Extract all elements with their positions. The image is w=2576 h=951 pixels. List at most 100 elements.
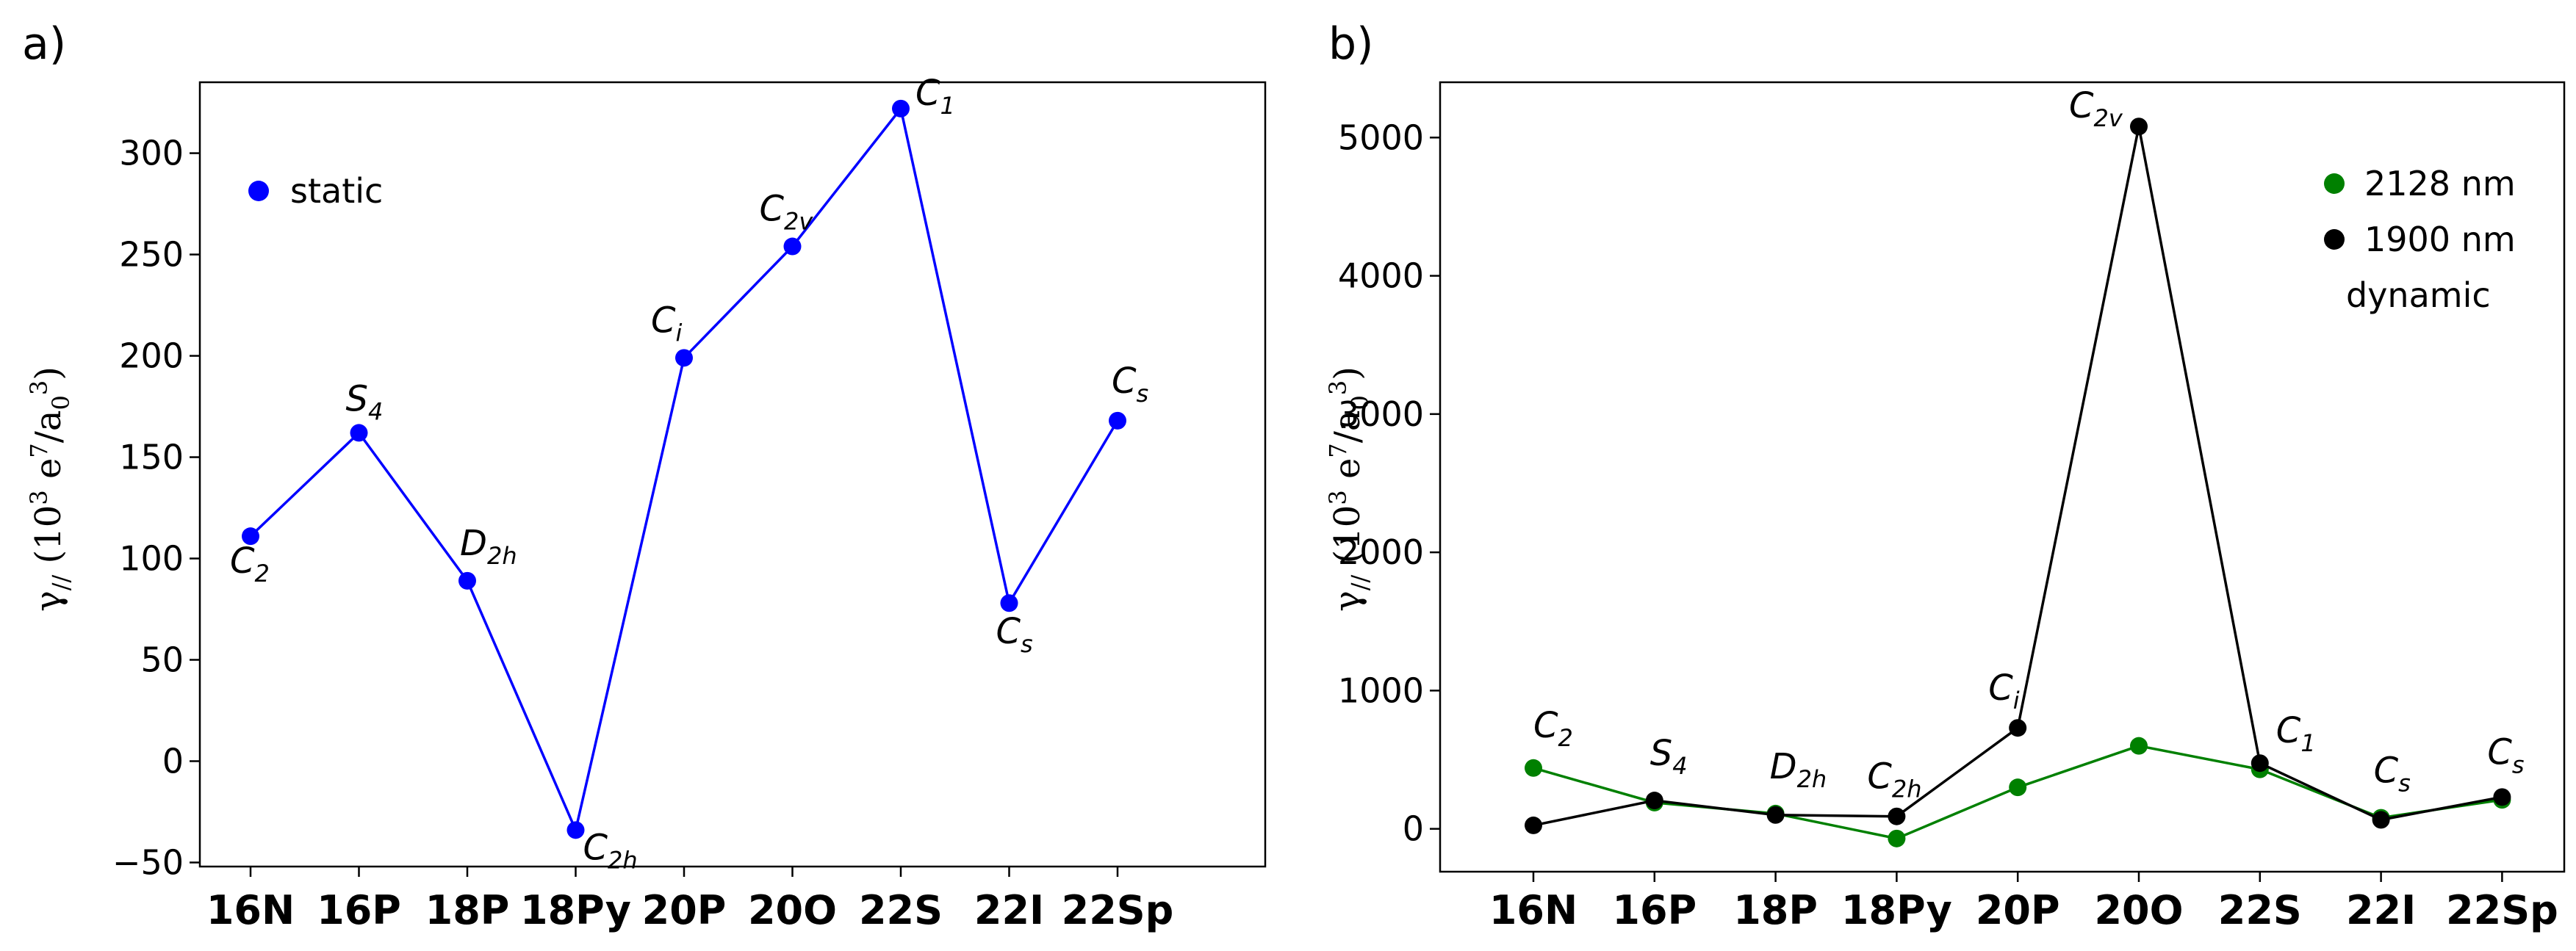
panel-a-ylabel-unit: /a bbox=[28, 410, 69, 443]
panel-b: b) 0 1000 2000 3000 4000 5000 16N 16P 18P 18Py 20… bbox=[1324, 18, 2566, 933]
point-group-label-22Sp: Cs bbox=[2487, 731, 2524, 778]
legend-marker-1900nm bbox=[2324, 229, 2345, 250]
data-point-1900-nm-18Py bbox=[1888, 807, 1906, 825]
panel-a-plot-frame bbox=[198, 81, 1267, 868]
ytick-label: 100 bbox=[119, 539, 184, 579]
xtick-label-22I: 22I bbox=[2346, 887, 2416, 933]
point-group-label-18P: D2h bbox=[1770, 746, 1827, 793]
point-group-label-18Py: C2h bbox=[1867, 756, 1921, 803]
data-point-1900-nm-20O bbox=[2130, 117, 2148, 136]
data-point-1900-nm-16N bbox=[1525, 816, 1542, 834]
ytick-label: −50 bbox=[112, 842, 184, 882]
point-group-label-22Sp: Cs bbox=[1112, 361, 1148, 408]
data-point-static-20O bbox=[783, 237, 802, 256]
legend-label-2128nm: 2128 nm bbox=[2364, 164, 2516, 203]
panel-b-ylabel-exp1: 3 bbox=[1324, 490, 1352, 505]
point-group-label-16N: C2 bbox=[230, 540, 270, 587]
ytick-label: 3000 bbox=[1338, 394, 1424, 434]
xtick-label-20P: 20P bbox=[642, 887, 727, 933]
ytick-label: 200 bbox=[119, 336, 184, 376]
ytick-label: 0 bbox=[1403, 809, 1424, 849]
ytick-label: 250 bbox=[119, 235, 184, 275]
ytick-label: 50 bbox=[140, 640, 184, 680]
point-group-label-16P: S4 bbox=[346, 378, 384, 425]
xtick-label-16P: 16P bbox=[317, 887, 401, 933]
panel-a-ylabel-sub: // bbox=[47, 575, 75, 591]
point-group-label-20P: Ci bbox=[1988, 668, 2020, 715]
ytick-label: 300 bbox=[119, 134, 184, 173]
legend-label-1900nm: 1900 nm bbox=[2364, 220, 2516, 259]
point-group-label-20P: Ci bbox=[651, 300, 683, 347]
data-point-static-22I bbox=[1000, 594, 1018, 612]
svg-text:γ// (103 e7/a03): γ// (103 e7/a03) bbox=[25, 366, 75, 612]
panel-a-ylabel-open: (10 bbox=[28, 505, 69, 575]
xtick-label-22I: 22I bbox=[974, 887, 1044, 933]
data-point-1900-nm-20P bbox=[2009, 719, 2027, 737]
panel-b-ylabel-sub2: 0 bbox=[1346, 395, 1374, 410]
point-group-label-22S: C1 bbox=[915, 73, 955, 120]
point-group-label-16P: S4 bbox=[1650, 733, 1688, 780]
data-point-2128-nm-18Py bbox=[1888, 829, 1906, 847]
data-point-1900-nm-22S bbox=[2251, 754, 2269, 773]
data-point-1900-nm-22I bbox=[2372, 811, 2390, 829]
panel-a-ylabel-exp3: 3 bbox=[25, 380, 53, 395]
point-group-label-22I: Cs bbox=[996, 611, 1033, 658]
legend-label-static: static bbox=[290, 171, 383, 211]
xtick-label-16P: 16P bbox=[1612, 887, 1697, 933]
data-point-static-16N bbox=[242, 527, 259, 546]
panel-b-ylabel-exp3: 3 bbox=[1324, 380, 1352, 395]
data-point-1900-nm-16P bbox=[1645, 792, 1663, 810]
data-point-2128-nm-16N bbox=[1525, 759, 1542, 777]
data-point-static-16P bbox=[350, 424, 368, 442]
xtick-label-22S: 22S bbox=[859, 887, 943, 933]
panel-a-ylabel-close: ) bbox=[28, 366, 69, 380]
point-group-label-16N: C2 bbox=[1533, 705, 1573, 752]
point-group-label-18P: D2h bbox=[460, 523, 517, 570]
data-point-static-22S bbox=[892, 99, 910, 117]
point-group-label-22S: C1 bbox=[2276, 710, 2316, 757]
panel-b-ylabel-mid: e bbox=[1327, 458, 1368, 491]
panel-b-ylabel-open: (10 bbox=[1327, 505, 1368, 575]
panel-b-ylabel-gamma: γ bbox=[1327, 590, 1368, 612]
panel-a-ylabel-mid: e bbox=[28, 458, 69, 491]
xtick-label-16N: 16N bbox=[1489, 887, 1577, 933]
xtick-label-18Py: 18Py bbox=[1841, 887, 1952, 933]
panel-a-ylabel-sub2: 0 bbox=[47, 395, 75, 410]
xtick-label-22S: 22S bbox=[2218, 887, 2302, 933]
panel-b-y-axis-label: γ// (103 e7/a03) bbox=[1324, 366, 1374, 612]
point-group-label-20O: C2v bbox=[2069, 85, 2123, 132]
svg-text:γ// (103 e7/a03): γ// (103 e7/a03) bbox=[1324, 366, 1374, 612]
panel-b-ylabel-exp2: 7 bbox=[1324, 443, 1352, 458]
xtick-label-20O: 20O bbox=[2094, 887, 2183, 933]
panel-a-legend: static bbox=[248, 171, 383, 211]
xtick-label-18Py: 18Py bbox=[520, 887, 631, 933]
ytick-label: 150 bbox=[119, 438, 184, 477]
xtick-label-20O: 20O bbox=[748, 887, 837, 933]
xtick-label-18P: 18P bbox=[1733, 887, 1818, 933]
panel-a-ylabel-gamma: γ bbox=[28, 590, 69, 612]
data-point-2128-nm-20O bbox=[2130, 737, 2148, 755]
panel-a-ylabel-exp2: 7 bbox=[25, 443, 53, 458]
panel-b-legend: 2128 nm 1900 nm dynamic bbox=[2324, 164, 2516, 315]
data-point-1900-nm-18P bbox=[1766, 806, 1785, 824]
panel-a-ylabel-exp1: 3 bbox=[25, 490, 53, 505]
panel-b-label: b) bbox=[1328, 18, 1374, 70]
data-point-static-22Sp bbox=[1109, 411, 1126, 430]
xtick-label-16N: 16N bbox=[206, 887, 295, 933]
data-point-static-20P bbox=[675, 349, 693, 367]
panel-b-ylabel-sub: // bbox=[1346, 575, 1374, 591]
data-point-2128-nm-20P bbox=[2009, 778, 2027, 797]
ytick-label: 2000 bbox=[1338, 532, 1424, 572]
data-point-static-18P bbox=[458, 571, 476, 590]
panel-b-ylabel-unit: /a bbox=[1327, 410, 1368, 443]
panel-a-y-axis-label: γ// (103 e7/a03) bbox=[25, 366, 75, 612]
legend-title-dynamic: dynamic bbox=[2346, 275, 2491, 315]
data-point-1900-nm-22Sp bbox=[2493, 788, 2511, 806]
xtick-label-22Sp: 22Sp bbox=[2446, 887, 2558, 933]
ytick-label: 1000 bbox=[1338, 670, 1424, 710]
legend-marker-2128nm bbox=[2324, 173, 2345, 194]
ytick-label: 4000 bbox=[1338, 256, 1424, 296]
xtick-label-18P: 18P bbox=[425, 887, 510, 933]
